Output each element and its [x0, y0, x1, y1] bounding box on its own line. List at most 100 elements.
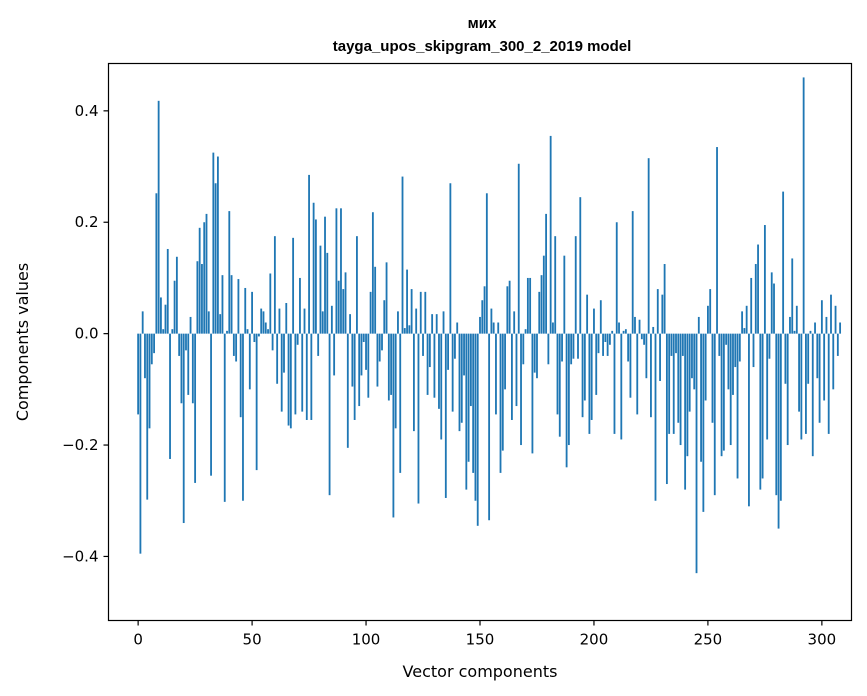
bar-9: [157, 100, 160, 334]
bar-114: [397, 311, 399, 334]
bar-82: [324, 216, 326, 334]
bar-117: [403, 328, 406, 334]
bar-308: [839, 322, 842, 334]
bar-96: [356, 236, 358, 334]
bar-123: [417, 333, 420, 504]
bar-246: [697, 316, 700, 334]
x-tick-label: 300: [808, 631, 837, 649]
bar-series: [137, 77, 842, 574]
bar-199: [590, 333, 593, 420]
bar-80: [319, 245, 322, 334]
bar-265: [741, 311, 744, 334]
bar-229: [659, 333, 661, 381]
bar-84: [328, 333, 331, 496]
bar-134: [442, 311, 445, 334]
bar-27: [198, 227, 201, 334]
bar-50: [251, 291, 253, 334]
bar-25: [194, 333, 197, 483]
bar-294: [807, 333, 810, 384]
bar-188: [565, 333, 568, 468]
bar-64: [283, 333, 285, 373]
bar-162: [506, 286, 509, 334]
y-tick-label: −0.2: [62, 436, 98, 454]
bar-275: [763, 225, 766, 334]
bar-198: [588, 333, 591, 434]
bar-251: [709, 289, 712, 334]
bar-70: [296, 333, 299, 345]
bar-240: [684, 333, 687, 490]
bar-72: [301, 333, 304, 412]
bar-146: [469, 333, 472, 407]
y-tick-label: 0.4: [75, 102, 99, 120]
bar-228: [656, 289, 659, 334]
bar-232: [665, 333, 668, 485]
bar-209: [613, 333, 616, 434]
bar-279: [773, 283, 775, 334]
bar-78: [314, 219, 317, 334]
bar-212: [620, 333, 623, 440]
bar-110: [387, 333, 390, 401]
bar-38: [223, 333, 226, 502]
bar-39: [226, 330, 228, 334]
bar-271: [754, 264, 757, 334]
bar-23: [189, 316, 192, 334]
bar-75: [308, 174, 310, 334]
bar-108: [383, 300, 386, 334]
bar-258: [725, 333, 728, 345]
bar-244: [693, 333, 696, 390]
bar-147: [472, 333, 475, 473]
bar-105: [376, 333, 379, 387]
bar-267: [745, 305, 748, 334]
bar-226: [652, 326, 655, 334]
bar-49: [248, 333, 251, 390]
bar-247: [700, 333, 702, 462]
bar-266: [743, 328, 746, 334]
bar-136: [447, 333, 450, 370]
bar-206: [606, 333, 609, 356]
bar-243: [691, 333, 693, 379]
bar-120: [410, 289, 413, 334]
bar-154: [488, 333, 491, 521]
bar-166: [515, 333, 518, 407]
bar-193: [577, 333, 579, 359]
bar-47: [244, 287, 247, 334]
y-tick-label: 0.2: [75, 213, 99, 231]
bar-104: [374, 266, 377, 334]
bar-192: [574, 236, 577, 334]
bar-99: [362, 333, 365, 342]
bar-41: [230, 275, 233, 334]
bar-200: [593, 308, 595, 334]
x-axis-label: Vector components: [403, 662, 558, 681]
bar-1: [139, 333, 142, 554]
bar-34: [214, 183, 217, 334]
bar-22: [187, 333, 190, 395]
bar-190: [570, 333, 573, 365]
axes: 0 50 100 150 200 250 300 −0.4 −0.2 0.0 0.2 0.4: [62, 102, 836, 649]
bar-137: [449, 183, 452, 334]
bar-252: [711, 333, 714, 423]
bar-156: [492, 322, 495, 334]
bar-65: [285, 303, 288, 334]
bar-298: [816, 333, 819, 379]
bar-90: [342, 289, 345, 334]
bar-62: [278, 308, 281, 334]
bar-196: [583, 333, 586, 401]
bar-214: [624, 329, 627, 334]
bar-221: [640, 333, 643, 340]
bar-160: [501, 333, 504, 451]
bar-6: [150, 333, 153, 365]
bar-184: [556, 333, 559, 415]
bar-142: [460, 333, 463, 423]
bar-268: [748, 333, 750, 507]
bar-63: [280, 333, 283, 412]
bar-172: [529, 277, 532, 334]
y-tick-label: 0.0: [75, 325, 99, 343]
bar-115: [399, 333, 402, 473]
bar-130: [433, 333, 436, 398]
chart-title: мих: [468, 15, 497, 32]
bar-263: [736, 333, 739, 479]
bar-250: [707, 305, 709, 334]
bar-140: [456, 322, 459, 334]
bar-4: [146, 333, 149, 500]
